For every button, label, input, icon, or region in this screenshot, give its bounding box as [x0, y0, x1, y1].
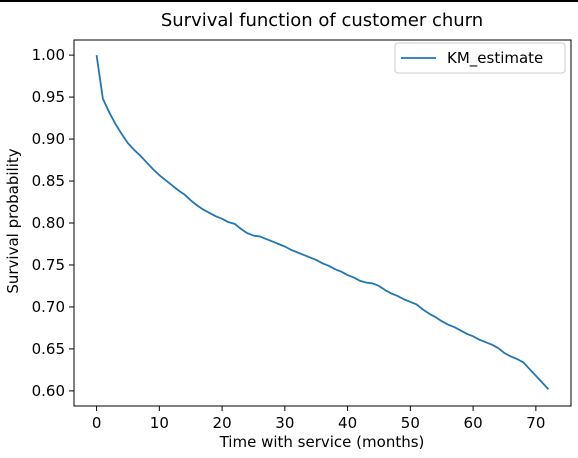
x-axis-label: Time with service (months): [219, 433, 425, 451]
y-tick-label: 0.65: [32, 340, 65, 358]
y-tick-label: 1.00: [32, 46, 65, 64]
x-tick-label: 30: [275, 414, 294, 432]
y-tick-label: 0.70: [32, 298, 65, 316]
plot-area-frame: [73, 39, 572, 407]
legend: KM_estimate: [394, 42, 566, 74]
y-tick-label: 0.60: [32, 382, 65, 400]
km-estimate-line: [95, 54, 550, 390]
x-tick-label: 40: [338, 414, 357, 432]
x-tick-label: 20: [213, 414, 232, 432]
y-tick-label: 0.85: [32, 172, 65, 190]
x-tick-label: 50: [401, 414, 420, 432]
x-axis-ticks: 0 10 20 30 40 50 60 70: [92, 406, 545, 432]
y-tick-label: 0.80: [32, 214, 65, 232]
y-axis-label: Survival probability: [4, 148, 22, 293]
chart-title: Survival function of customer churn: [161, 10, 483, 31]
x-tick-label: 70: [526, 414, 545, 432]
legend-label: KM_estimate: [447, 49, 543, 68]
y-tick-label: 0.90: [32, 130, 65, 148]
x-tick-label: 0: [92, 414, 102, 432]
legend-box: [394, 42, 566, 74]
y-axis-ticks: 0.60 0.65 0.70 0.75 0.80 0.85 0.90 0.95 1.00: [32, 46, 74, 400]
x-tick-label: 10: [150, 414, 169, 432]
y-tick-label: 0.95: [32, 88, 65, 106]
x-tick-label: 60: [464, 414, 483, 432]
window-top-border: [0, 0, 578, 2]
y-tick-label: 0.75: [32, 256, 65, 274]
